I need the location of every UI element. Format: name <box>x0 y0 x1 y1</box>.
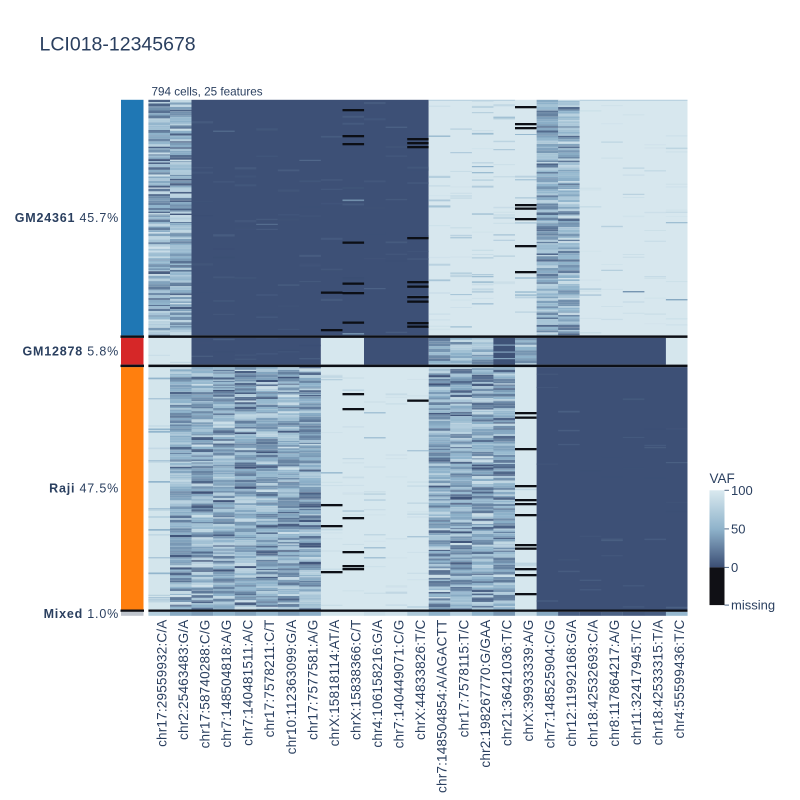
svg-text:GM12878 5.8%: GM12878 5.8% <box>23 345 119 359</box>
svg-text:chrX:44833826:T/C: chrX:44833826:T/C <box>413 619 428 739</box>
svg-text:chr7:148504818:A/G: chr7:148504818:A/G <box>219 620 234 748</box>
svg-text:chr18:42533315:T/A: chr18:42533315:T/A <box>650 619 665 746</box>
svg-text:chrX:15818114:AT/A: chrX:15818114:AT/A <box>327 619 342 747</box>
svg-text:chr11:32417945:T/C: chr11:32417945:T/C <box>629 619 644 745</box>
svg-text:chrX:15838366:C/T: chrX:15838366:C/T <box>349 620 364 740</box>
svg-text:chr7:140481511:A/C: chr7:140481511:A/C <box>241 619 256 745</box>
svg-text:LCI018-12345678: LCI018-12345678 <box>40 34 196 56</box>
svg-text:100: 100 <box>731 483 753 498</box>
svg-text:chrX:39933339:A/G: chrX:39933339:A/G <box>521 620 536 742</box>
svg-text:chr12:11992168:G/A: chr12:11992168:G/A <box>564 619 579 747</box>
svg-text:794 cells, 25 features: 794 cells, 25 features <box>152 86 263 99</box>
svg-text:chr17:7577581:A/G: chr17:7577581:A/G <box>305 620 320 740</box>
svg-text:VAF: VAF <box>710 471 735 486</box>
svg-text:chr17:58740288:C/G: chr17:58740288:C/G <box>198 620 213 749</box>
svg-text:chr10:112363099:G/A: chr10:112363099:G/A <box>284 619 299 755</box>
svg-text:chr4:106158216:G/A: chr4:106158216:G/A <box>370 619 385 748</box>
svg-text:chr2:25463483:G/A: chr2:25463483:G/A <box>176 619 191 740</box>
svg-text:chr2:198267770:G/GAA: chr2:198267770:G/GAA <box>478 619 493 768</box>
svg-text:chr17:29559932:C/A: chr17:29559932:C/A <box>154 619 169 747</box>
svg-text:chr4:55599436:T/C: chr4:55599436:T/C <box>672 619 687 738</box>
svg-text:Mixed 1.0%: Mixed 1.0% <box>44 607 119 621</box>
svg-text:chr17:7578211:C/T: chr17:7578211:C/T <box>262 620 277 738</box>
svg-text:Raji 47.5%: Raji 47.5% <box>49 482 119 496</box>
svg-text:chr7:148525904:C/G: chr7:148525904:C/G <box>543 620 558 749</box>
svg-text:chr17:7578115:T/C: chr17:7578115:T/C <box>456 619 471 737</box>
svg-text:chr7:148504854:A/AGACTT: chr7:148504854:A/AGACTT <box>435 620 450 793</box>
svg-text:chr7:140449071:C/G: chr7:140449071:C/G <box>392 620 407 749</box>
svg-text:GM24361 45.7%: GM24361 45.7% <box>15 211 119 225</box>
svg-text:chr21:36421036:T/C: chr21:36421036:T/C <box>499 619 514 746</box>
svg-text:chr18:42532693:C/A: chr18:42532693:C/A <box>586 619 601 747</box>
svg-text:0: 0 <box>731 560 738 575</box>
svg-text:chr8:117864217:A/G: chr8:117864217:A/G <box>607 620 622 747</box>
svg-text:50: 50 <box>731 522 745 537</box>
svg-text:missing: missing <box>731 598 775 613</box>
